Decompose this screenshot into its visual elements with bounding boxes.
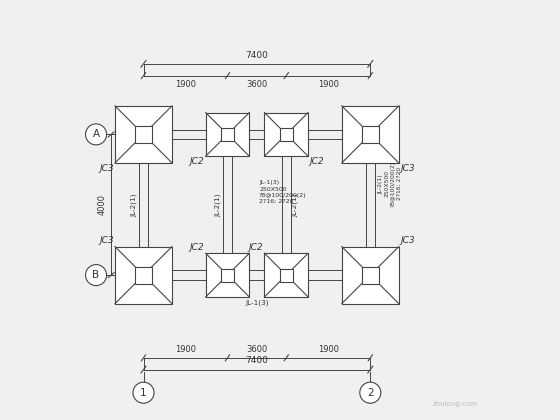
Text: JC3: JC3 [400,236,415,245]
Text: A: A [92,129,100,139]
Text: 7400: 7400 [245,51,268,60]
Bar [342,106,399,163]
Text: 1900: 1900 [175,345,196,354]
Text: 3600: 3600 [246,345,268,354]
Text: JL-1(3)
250X500
?8@100/200(2)
2?16; 2?20: JL-1(3) 250X500 ?8@100/200(2) 2?16; 2?20 [259,180,307,204]
Text: 4000: 4000 [98,194,107,215]
Text: 1: 1 [140,388,147,398]
Text: JC3: JC3 [99,164,114,173]
Bar [135,267,152,284]
Text: JL-2(1): JL-2(1) [292,193,299,216]
Text: zhulong.com: zhulong.com [432,402,477,407]
Bar [115,106,172,163]
Text: JC2: JC2 [190,243,204,252]
Circle shape [86,124,106,145]
Bar [135,126,152,143]
Bar [115,247,172,304]
Bar [362,267,379,284]
Text: JC2: JC2 [249,243,263,252]
Bar [206,113,249,156]
Bar [342,247,399,304]
Text: 1900: 1900 [318,345,339,354]
Text: JC2: JC2 [190,158,204,166]
Text: 1900: 1900 [318,80,339,89]
Text: 7400: 7400 [245,357,268,365]
Bar [264,113,308,156]
Bar [280,268,293,282]
Text: 3600: 3600 [246,80,268,89]
Circle shape [360,382,381,403]
Bar [264,253,308,297]
Text: JC3: JC3 [99,236,114,245]
Circle shape [133,382,154,403]
Text: JC2: JC2 [309,158,324,166]
Bar [362,126,379,143]
Text: JC3: JC3 [400,164,415,173]
Bar [206,253,249,297]
Text: JL-2(1): JL-2(1) [131,193,138,216]
Text: 1900: 1900 [175,80,196,89]
Text: B: B [92,270,100,280]
Text: JL-1(3): JL-1(3) [245,300,269,306]
Bar [221,128,234,141]
Text: JL-2(1)
250X500
?8@100/200(2)
2?16; 2?20: JL-2(1) 250X500 ?8@100/200(2) 2?16; 2?20 [379,161,402,207]
Bar [280,128,293,141]
Text: JL-2(1): JL-2(1) [215,193,222,216]
Circle shape [86,265,106,286]
Bar [221,268,234,282]
Text: 2: 2 [367,388,374,398]
